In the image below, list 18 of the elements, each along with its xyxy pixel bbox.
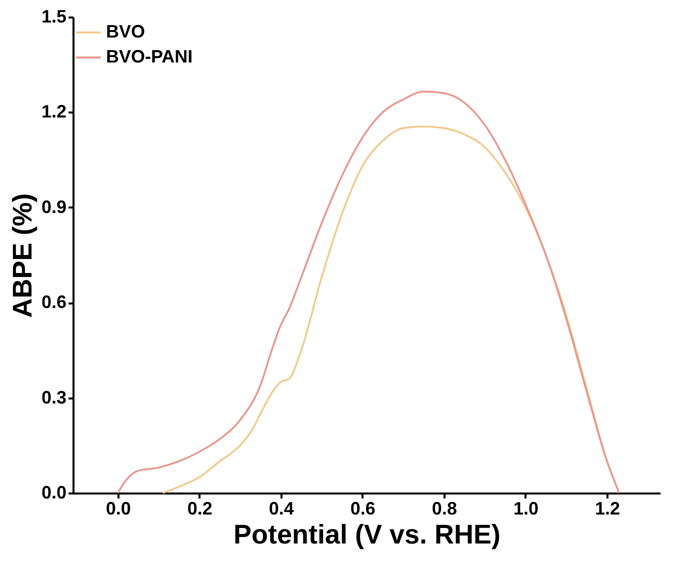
x-axis-title: Potential (V vs. RHE) (233, 520, 501, 550)
y-tick-label: 0.6 (41, 292, 66, 312)
y-tick-label: 1.2 (41, 102, 66, 122)
legend-label: BVO (106, 22, 146, 42)
x-tick-label: 0.2 (187, 498, 212, 518)
legend-label: BVO-PANI (106, 46, 193, 66)
y-tick-label: 0.3 (41, 387, 66, 408)
x-tick-label: 0.0 (106, 498, 131, 518)
x-tick-label: 1.0 (513, 498, 538, 518)
x-tick-label: 0.6 (350, 498, 376, 518)
x-tick-label: 0.8 (432, 498, 457, 518)
y-tick-label: 0.9 (41, 196, 66, 217)
y-tick-label: 0.0 (41, 482, 66, 502)
line-series (116, 90, 620, 494)
y-axis-title: ABPE (%) (7, 193, 38, 318)
x-tick-label: 0.4 (268, 498, 294, 518)
x-tick-label: 1.2 (594, 498, 620, 518)
y-tick-label: 1.5 (41, 6, 66, 26)
